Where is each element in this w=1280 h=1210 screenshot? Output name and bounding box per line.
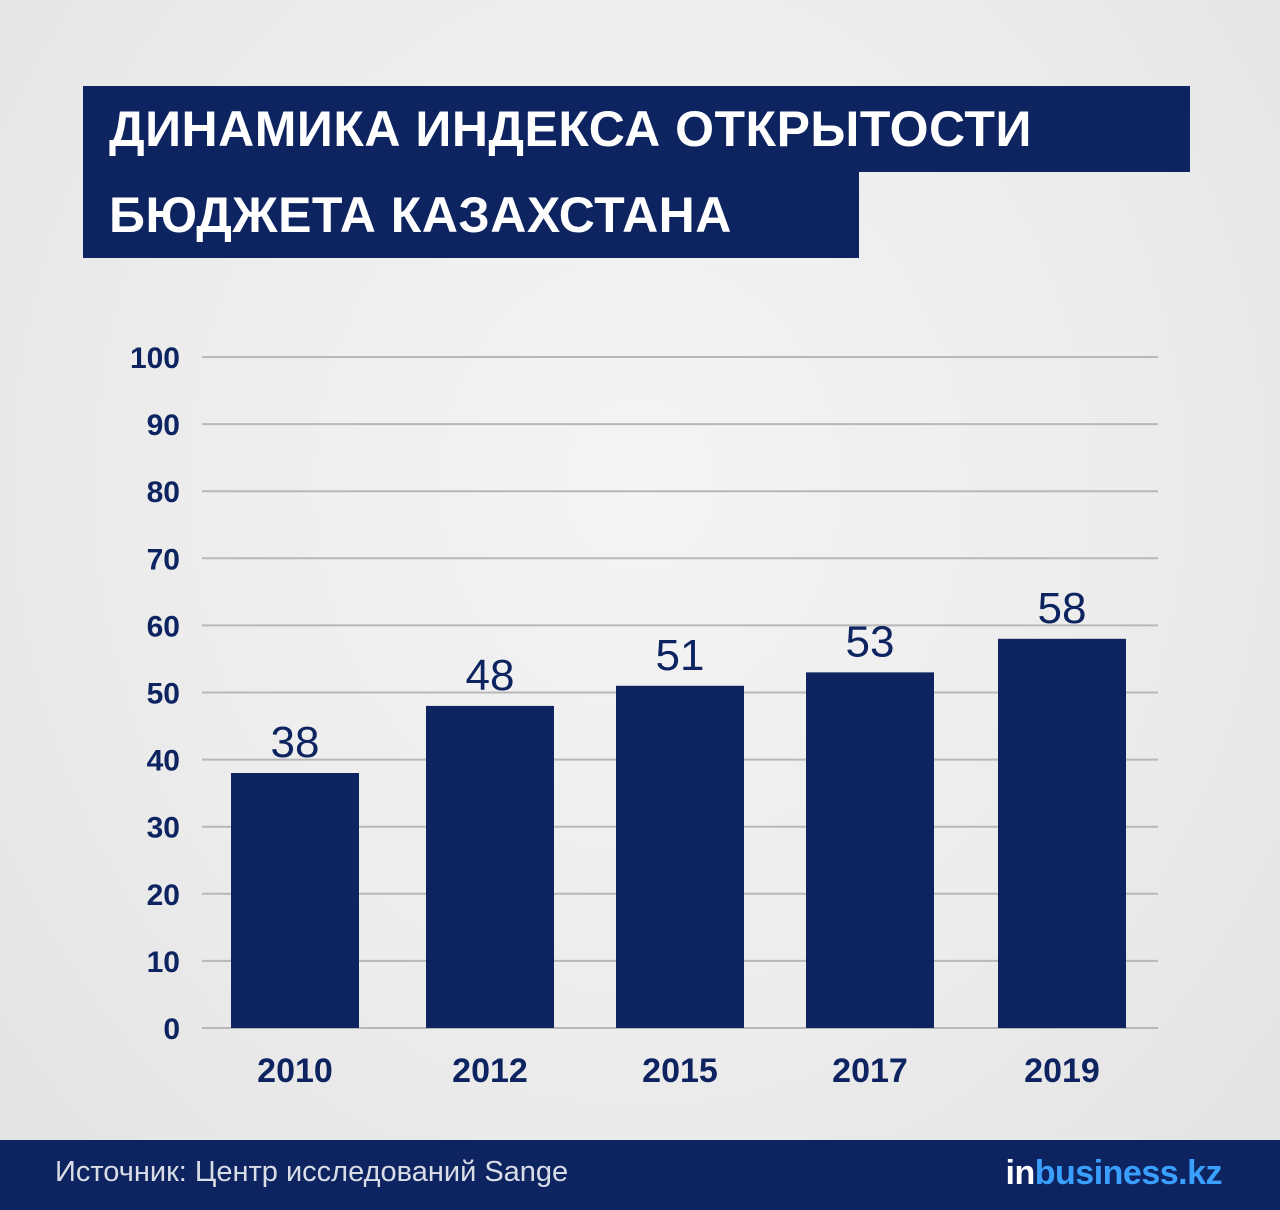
data-label-2017: 53: [846, 617, 895, 666]
y-tick-label-90: 90: [147, 409, 180, 442]
logo-business: business.kz: [1034, 1154, 1223, 1192]
x-tick-label-2019: 2019: [1024, 1052, 1100, 1090]
footer-bar: Источник: Центр исследований Sange inbus…: [0, 1140, 1280, 1210]
data-label-2012: 48: [466, 651, 515, 700]
bar-chart: 0 10 20 30 40 50 60 70 80 90 100 38 2010 48 2012 51 2015…: [130, 342, 1158, 1090]
source-text: Источник: Центр исследований Sange: [55, 1156, 569, 1188]
bar-2012: [426, 705, 554, 1028]
y-tick-label-0: 0: [163, 1013, 180, 1046]
x-tick-label-2017: 2017: [832, 1052, 908, 1090]
y-tick-label-60: 60: [147, 610, 180, 643]
inbusiness-logo: inbusiness.kz: [1005, 1154, 1223, 1193]
bar-2019: [998, 638, 1126, 1028]
y-tick-label-40: 40: [147, 745, 180, 778]
data-label-2015: 51: [656, 631, 705, 680]
data-label-2019: 58: [1038, 584, 1087, 633]
chart-title-line-2: БЮДЖЕТА КАЗАХСТАНА: [83, 172, 859, 258]
y-tick-label-80: 80: [147, 476, 180, 509]
chart-title-line-1: ДИНАМИКА ИНДЕКСА ОТКРЫТОСТИ: [83, 86, 1190, 172]
logo-in: in: [1005, 1154, 1036, 1192]
data-label-2010: 38: [271, 718, 320, 767]
y-tick-label-50: 50: [147, 678, 180, 711]
bar-2010: [231, 773, 359, 1028]
bar-2015: [616, 685, 744, 1028]
y-tick-label-30: 30: [147, 812, 180, 845]
y-tick-label-10: 10: [147, 946, 180, 979]
x-tick-label-2012: 2012: [452, 1052, 528, 1090]
y-tick-label-70: 70: [147, 543, 180, 576]
x-tick-label-2010: 2010: [257, 1052, 333, 1090]
y-tick-label-20: 20: [147, 879, 180, 912]
bar-2017: [806, 672, 934, 1028]
x-tick-label-2015: 2015: [642, 1052, 718, 1090]
y-tick-label-100: 100: [130, 342, 180, 375]
